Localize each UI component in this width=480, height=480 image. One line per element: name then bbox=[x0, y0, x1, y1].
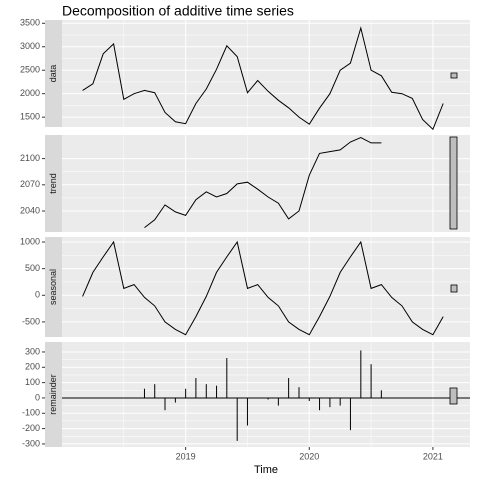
strip bbox=[45, 135, 62, 232]
strip-label: seasonal bbox=[48, 269, 58, 305]
y-tick-label: 2040 bbox=[20, 205, 40, 215]
range-bar bbox=[450, 284, 458, 293]
y-tick-label: 300 bbox=[25, 346, 40, 356]
x-tick-label: 2021 bbox=[423, 451, 443, 461]
line bbox=[82, 26, 444, 131]
range-bar bbox=[449, 136, 458, 230]
y-tick-label: -500 bbox=[22, 316, 40, 326]
strip-label: remainder bbox=[48, 374, 58, 415]
panel-background bbox=[62, 237, 470, 337]
y-tick-label: 2000 bbox=[20, 88, 40, 98]
y-tick-label: 200 bbox=[25, 362, 40, 372]
y-tick-label: -200 bbox=[22, 423, 40, 433]
x-tick-label: 2020 bbox=[299, 451, 319, 461]
y-tick-label: 100 bbox=[25, 377, 40, 387]
chart-title: Decomposition of additive time series bbox=[62, 3, 294, 19]
strip-label: data bbox=[48, 65, 58, 83]
x-tick-label: 2019 bbox=[176, 451, 196, 461]
y-tick-label: 3000 bbox=[20, 41, 40, 51]
panel-background bbox=[62, 135, 470, 232]
line bbox=[82, 240, 444, 336]
range-bar bbox=[449, 387, 458, 405]
y-tick-label: 1500 bbox=[20, 112, 40, 122]
y-tick-label: 0 bbox=[35, 392, 40, 402]
strip bbox=[45, 342, 62, 447]
y-tick-label: -300 bbox=[22, 438, 40, 448]
y-tick-label: -100 bbox=[22, 408, 40, 418]
panel-background bbox=[62, 342, 470, 447]
panel-background bbox=[62, 20, 470, 127]
strip bbox=[45, 237, 62, 337]
y-tick-label: 2100 bbox=[20, 153, 40, 163]
range-bar bbox=[450, 72, 458, 79]
y-tick-label: 2070 bbox=[20, 179, 40, 189]
y-tick-label: 2500 bbox=[20, 65, 40, 75]
y-tick-label: 3500 bbox=[20, 18, 40, 28]
strip bbox=[45, 20, 62, 127]
strip-label: trend bbox=[48, 173, 58, 194]
y-tick-label: 500 bbox=[25, 263, 40, 273]
y-tick-label: 0 bbox=[35, 290, 40, 300]
y-tick-label: 1000 bbox=[20, 236, 40, 246]
x-axis-label: Time bbox=[254, 464, 278, 476]
line bbox=[144, 137, 382, 228]
